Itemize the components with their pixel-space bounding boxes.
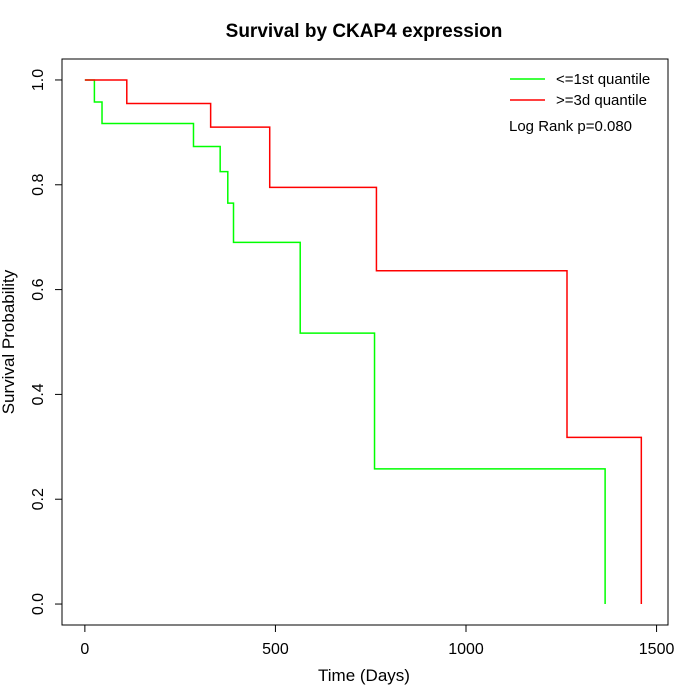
- y-tick-label: 0.0: [30, 593, 47, 615]
- log-rank-annotation: Log Rank p=0.080: [509, 118, 632, 135]
- x-tick-label: 1000: [448, 641, 484, 658]
- plot-frame: [61, 58, 669, 626]
- survival-curve-0: [84, 79, 606, 605]
- legend-label-high: >=3d quantile: [556, 92, 647, 109]
- chart-title: Survival by CKAP4 expression: [226, 21, 503, 42]
- y-tick-label: 0.2: [30, 488, 47, 510]
- legend-label-low: <=1st quantile: [556, 71, 650, 88]
- legend: <=1st quantile >=3d quantile Log Rank p=…: [509, 71, 650, 135]
- x-tick-label: 500: [262, 641, 289, 658]
- y-axis-label: Survival Probability: [0, 269, 18, 414]
- y-tick-label: 0.8: [30, 174, 47, 196]
- y-tick-label: 0.4: [30, 383, 47, 405]
- x-axis: 0 500 1000 1500: [80, 624, 675, 658]
- x-tick-label: 0: [80, 641, 89, 658]
- y-tick-label: 1.0: [30, 69, 47, 91]
- x-tick-label: 1500: [639, 641, 675, 658]
- series-layer: [84, 79, 643, 605]
- x-axis-label: Time (Days): [318, 666, 410, 685]
- survival-curve-1: [84, 79, 643, 605]
- y-tick-label: 0.6: [30, 278, 47, 300]
- y-axis: 0.0 0.2 0.4 0.6 0.8 1.0: [30, 69, 63, 615]
